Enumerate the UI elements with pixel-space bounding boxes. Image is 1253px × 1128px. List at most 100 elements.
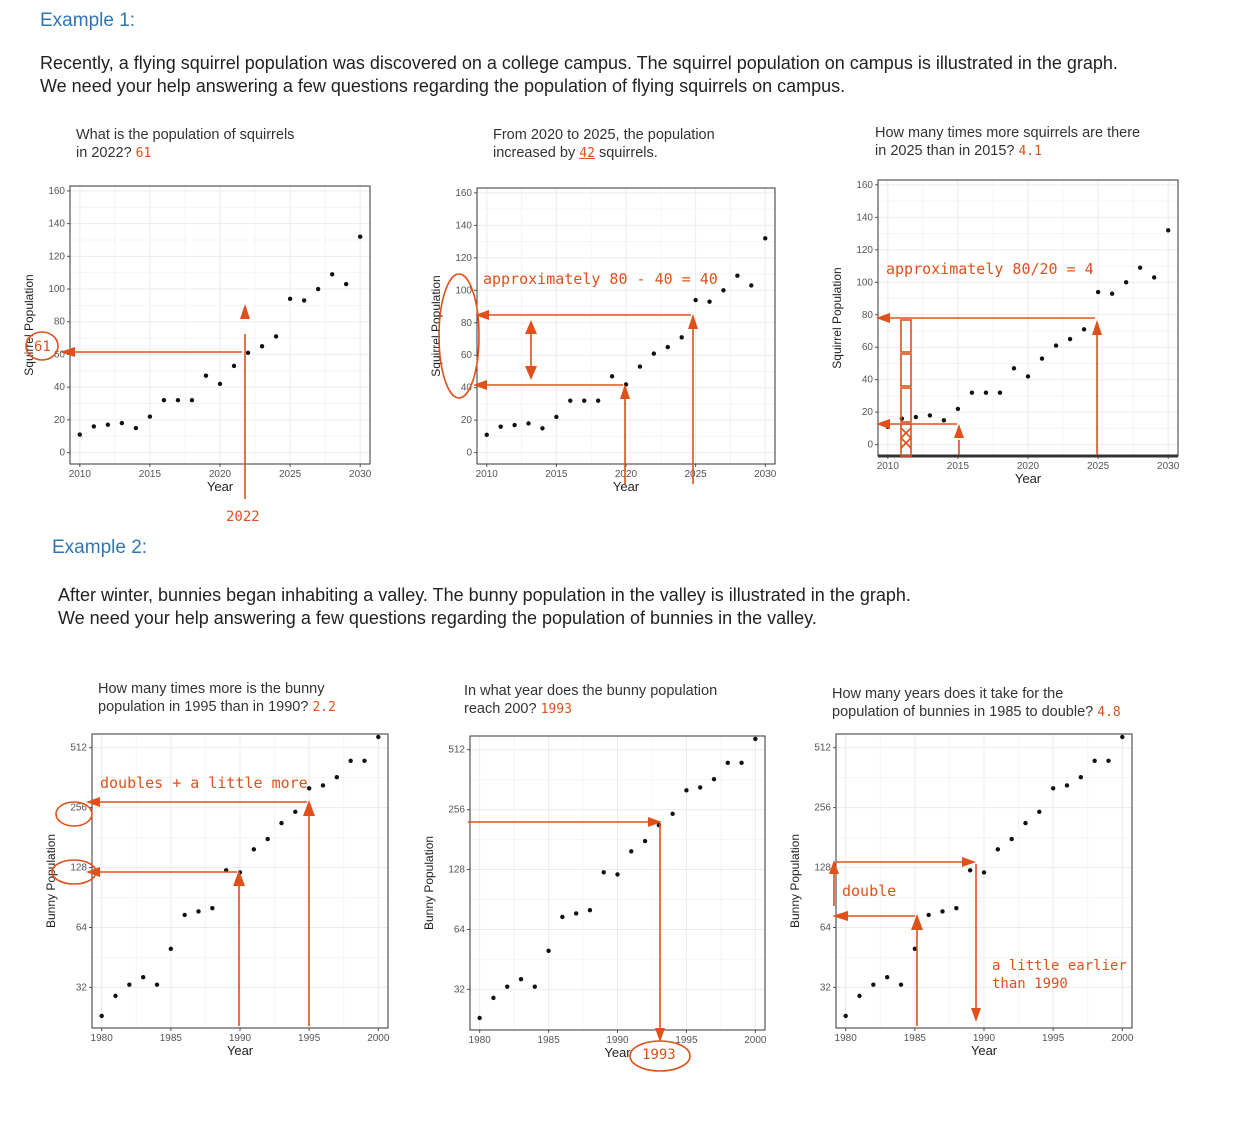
- y-tick-label: 256: [814, 803, 831, 814]
- x-tick-label: 1990: [973, 1033, 996, 1044]
- data-point: [175, 398, 181, 403]
- x-axis-label: Year: [613, 479, 640, 494]
- data-point: [343, 281, 349, 287]
- y-tick-label: 512: [70, 743, 87, 754]
- data-point: [273, 334, 279, 339]
- y-tick-label: 128: [448, 865, 465, 876]
- answer-annotation: 4.1: [1018, 144, 1043, 159]
- data-point: [265, 836, 270, 842]
- data-point: [763, 236, 768, 241]
- x-tick-label: 2030: [754, 469, 777, 480]
- data-point: [656, 822, 662, 828]
- x-tick-label: 2015: [139, 469, 162, 480]
- data-point: [540, 426, 545, 431]
- data-point: [615, 872, 620, 877]
- data-point: [637, 364, 643, 369]
- question-text: How many times more is the bunny populat…: [98, 680, 336, 717]
- y-tick-label: 120: [48, 251, 65, 262]
- data-point: [1050, 786, 1056, 791]
- data-point: [913, 414, 919, 420]
- data-point: [1025, 374, 1031, 379]
- squirrel-scatter-plot-3: 2010 2015 2020 2025 2030 0 20 40 60 80 100 120 140 16…: [830, 179, 1180, 486]
- y-tick-label: 32: [454, 984, 466, 995]
- y-tick-label: 60: [461, 350, 473, 361]
- data-point: [484, 432, 489, 437]
- x-tick-label: 1985: [904, 1033, 927, 1044]
- data-point: [526, 421, 531, 426]
- data-point: [711, 777, 717, 782]
- question-line: in 2022? 61: [76, 144, 294, 163]
- data-point: [147, 414, 153, 419]
- data-point: [707, 299, 712, 304]
- data-point: [1053, 343, 1059, 348]
- data-point: [670, 811, 675, 816]
- x-tick-label: 2000: [744, 1035, 767, 1046]
- data-point: [210, 905, 215, 911]
- x-tick-label: 2000: [1111, 1033, 1134, 1044]
- y-tick-label: 120: [856, 245, 873, 256]
- data-point: [665, 344, 670, 350]
- x-tick-label: 2015: [545, 469, 568, 480]
- x-tick-label: 2025: [685, 469, 708, 480]
- data-point: [1106, 758, 1111, 764]
- data-point: [926, 912, 931, 918]
- y-tick-label: 20: [461, 415, 473, 426]
- y-tick-label: 140: [48, 219, 65, 230]
- x-tick-label: 1990: [606, 1035, 629, 1046]
- data-point: [1151, 275, 1157, 280]
- question-line: in 2022?: [76, 145, 132, 161]
- data-point: [967, 868, 973, 873]
- answer-annotation: 4.8: [1097, 705, 1121, 720]
- question-line: How many years does it take for the: [832, 686, 1064, 702]
- data-point: [721, 288, 726, 293]
- data-point: [955, 406, 961, 412]
- data-point: [623, 382, 629, 387]
- data-point: [885, 424, 891, 429]
- y-tick-label: 40: [54, 382, 66, 393]
- data-point: [259, 344, 265, 349]
- y-tick-label: 512: [814, 743, 831, 754]
- x-tick-label: 1980: [835, 1033, 858, 1044]
- data-point: [287, 296, 293, 302]
- y-tick-label: 0: [466, 448, 472, 459]
- data-point: [1109, 291, 1115, 296]
- data-point: [182, 912, 187, 918]
- x-tick-label: 2010: [69, 469, 92, 480]
- data-point: [348, 758, 353, 764]
- data-point: [133, 425, 139, 431]
- question-text: In what year does the bunny population r…: [464, 682, 717, 719]
- answer-annotation: 2.2: [312, 700, 336, 715]
- y-axis-label: Bunny Population: [44, 834, 58, 928]
- bunny-scatter-plot-1: 1980 1985 1990 1995 2000 32 64 128 256 512 Year Bun…: [44, 733, 390, 1058]
- y-tick-label: 40: [461, 383, 473, 394]
- data-point: [498, 424, 503, 429]
- y-tick-label: 256: [70, 803, 87, 814]
- data-point: [168, 946, 174, 951]
- x-tick-label: 1990: [229, 1033, 252, 1044]
- question-text: How many years does it take for the popu…: [832, 685, 1121, 722]
- x-tick-label: 1980: [469, 1035, 492, 1046]
- data-point: [684, 788, 689, 793]
- squirrel-scatter-plot-2: 2010 2015 2020 2025 2030 0 20 40 60 80 100 120 140 16…: [429, 187, 777, 494]
- intro-line: We need your help answering a few questi…: [40, 76, 846, 96]
- y-tick-label: 64: [454, 924, 466, 935]
- data-point: [997, 390, 1003, 395]
- y-tick-label: 60: [54, 349, 66, 360]
- y-axis-label: Bunny Population: [788, 834, 802, 928]
- squirrel-scatter-plot-1: 2010 2015 2020 2025 2030 0 20 40 60 80 100 120 140 16…: [22, 185, 372, 494]
- x-axis-label: Year: [227, 1043, 254, 1058]
- data-point: [698, 785, 703, 790]
- question-line: How many times more squirrels are there: [875, 125, 1141, 141]
- data-point: [251, 847, 257, 852]
- question-line: population in 1995 than in 1990? 2.2: [98, 698, 336, 717]
- data-point: [954, 905, 959, 911]
- data-point: [595, 398, 601, 403]
- data-point: [105, 422, 111, 427]
- data-point: [693, 297, 698, 303]
- bunny-scatter-plot-3: 1980 1985 1990 1995 2000 32 64 128 256 512 Year Bun…: [788, 733, 1134, 1058]
- data-point: [941, 418, 947, 423]
- x-tick-label: 1985: [537, 1035, 560, 1046]
- data-point: [735, 273, 740, 278]
- data-point: [196, 909, 201, 914]
- data-point: [203, 373, 209, 378]
